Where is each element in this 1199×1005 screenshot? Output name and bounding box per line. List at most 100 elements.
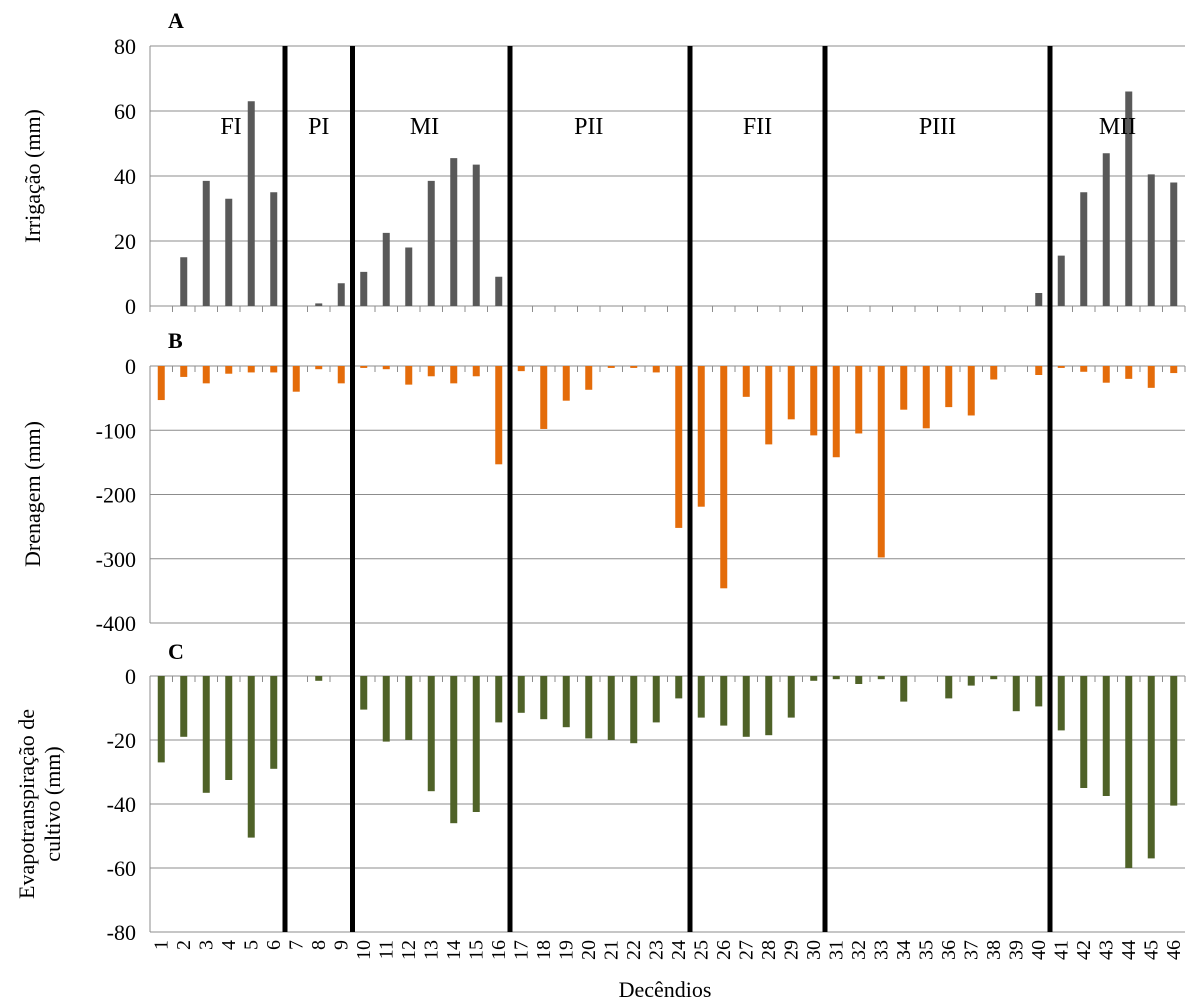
x-tick-label: 7 [285,940,307,950]
bar-B-9 [337,366,345,384]
y-tick-label: -100 [96,418,136,443]
bar-A-15 [472,164,480,306]
y-axis-title-line: cultivo (mm) [40,746,65,861]
bar-B-37 [967,366,975,416]
panel-letter: B [168,328,183,353]
phase-label-MI: MI [410,114,439,140]
x-tick-label: 32 [848,940,870,960]
bar-B-24 [675,366,683,528]
x-tick-label: 8 [308,940,330,950]
bar-C-18 [540,676,548,720]
bar-B-28 [765,366,773,445]
bar-C-22 [630,676,638,744]
bar-C-39 [1012,676,1020,712]
y-tick-label: 80 [114,34,136,59]
bar-B-10 [360,366,368,368]
bar-A-40 [1035,293,1043,306]
bar-C-37 [967,676,975,686]
bar-C-10 [360,676,368,710]
bar-C-38 [990,676,998,680]
bar-C-12 [405,676,413,740]
bar-C-1 [157,676,165,763]
bar-A-3 [202,180,210,306]
bar-C-36 [945,676,953,699]
bar-A-12 [405,247,413,306]
bar-A-10 [360,271,368,306]
bar-A-42 [1080,192,1088,306]
bar-B-14 [450,366,458,384]
bar-B-23 [652,366,660,373]
y-axis-title: Evapotranspiração decultivo (mm) [14,709,65,899]
bar-B-2 [180,366,188,377]
bar-C-34 [900,676,908,702]
bar-B-33 [877,366,885,558]
bar-B-29 [787,366,795,420]
bar-B-11 [382,366,390,370]
bar-C-25 [697,676,705,718]
x-tick-label: 17 [510,940,532,960]
bar-B-13 [427,366,435,377]
bar-B-26 [720,366,728,589]
panel-letter: C [168,639,184,664]
bar-C-13 [427,676,435,792]
bar-C-46 [1170,676,1178,806]
x-axis: 1 2 3 4 5 6 7 8 9 10 11 12 13 14 15 16 17 18 19 20 21 22 23 24 2… [150,940,1185,960]
panel-C: -80 -60 -40 -20 0 C Evapotranspiração decultiv… [14,639,1186,945]
bar-A-44 [1125,91,1133,306]
bar-B-12 [405,366,413,385]
x-tick-label: 45 [1140,940,1162,960]
x-tick-label: 12 [398,940,420,960]
x-tick-label: 6 [263,940,285,950]
bar-C-17 [517,676,525,713]
bar-A-6 [270,192,278,306]
bar-B-16 [495,366,503,465]
y-tick-label: 40 [114,164,136,189]
bar-A-16 [495,276,503,306]
x-tick-label: 9 [330,940,352,950]
bar-B-32 [855,366,863,434]
bar-C-4 [225,676,233,780]
x-tick-label: 25 [690,940,712,960]
x-tick-label: 37 [960,940,982,960]
x-tick-label: 36 [938,940,960,960]
bar-C-2 [180,676,188,737]
x-tick-label: 22 [623,940,645,960]
bar-B-43 [1102,366,1110,383]
x-tick-label: 35 [915,940,937,960]
bar-B-40 [1035,366,1043,375]
bar-B-45 [1147,366,1155,388]
bar-B-42 [1080,366,1088,372]
y-axis-title: Irrigação (mm) [20,109,45,243]
x-tick-label: 19 [555,940,577,960]
bar-C-44 [1125,676,1133,868]
bar-A-8 [315,303,323,306]
phase-dividers [282,46,1053,932]
y-tick-label: -200 [96,483,136,508]
panel-B: -400 -300 -200 -100 0 B Drenagem (mm) [20,328,1186,636]
bar-A-41 [1057,255,1065,306]
bar-A-45 [1147,174,1155,306]
bar-B-22 [630,366,638,368]
bar-C-11 [382,676,390,742]
y-axis-title-line: Evapotranspiração de [14,709,39,899]
x-tick-label: 24 [668,940,690,960]
bar-A-5 [247,101,255,306]
y-tick-label: 20 [114,229,136,254]
bar-B-44 [1125,366,1133,379]
x-axis-title: Decêndios [619,977,712,1002]
bar-B-34 [900,366,908,410]
bar-C-33 [877,676,885,680]
bar-A-11 [382,232,390,306]
bar-B-6 [270,366,278,373]
bar-B-36 [945,366,953,408]
x-tick-label: 28 [758,940,780,960]
x-tick-label: 14 [443,940,465,960]
x-tick-label: 13 [420,940,442,960]
bar-C-20 [585,676,593,739]
x-tick-label: 23 [645,940,667,960]
phase-label-PIII: PIII [919,114,956,140]
x-tick-label: 27 [735,940,757,960]
bar-C-19 [562,676,570,728]
